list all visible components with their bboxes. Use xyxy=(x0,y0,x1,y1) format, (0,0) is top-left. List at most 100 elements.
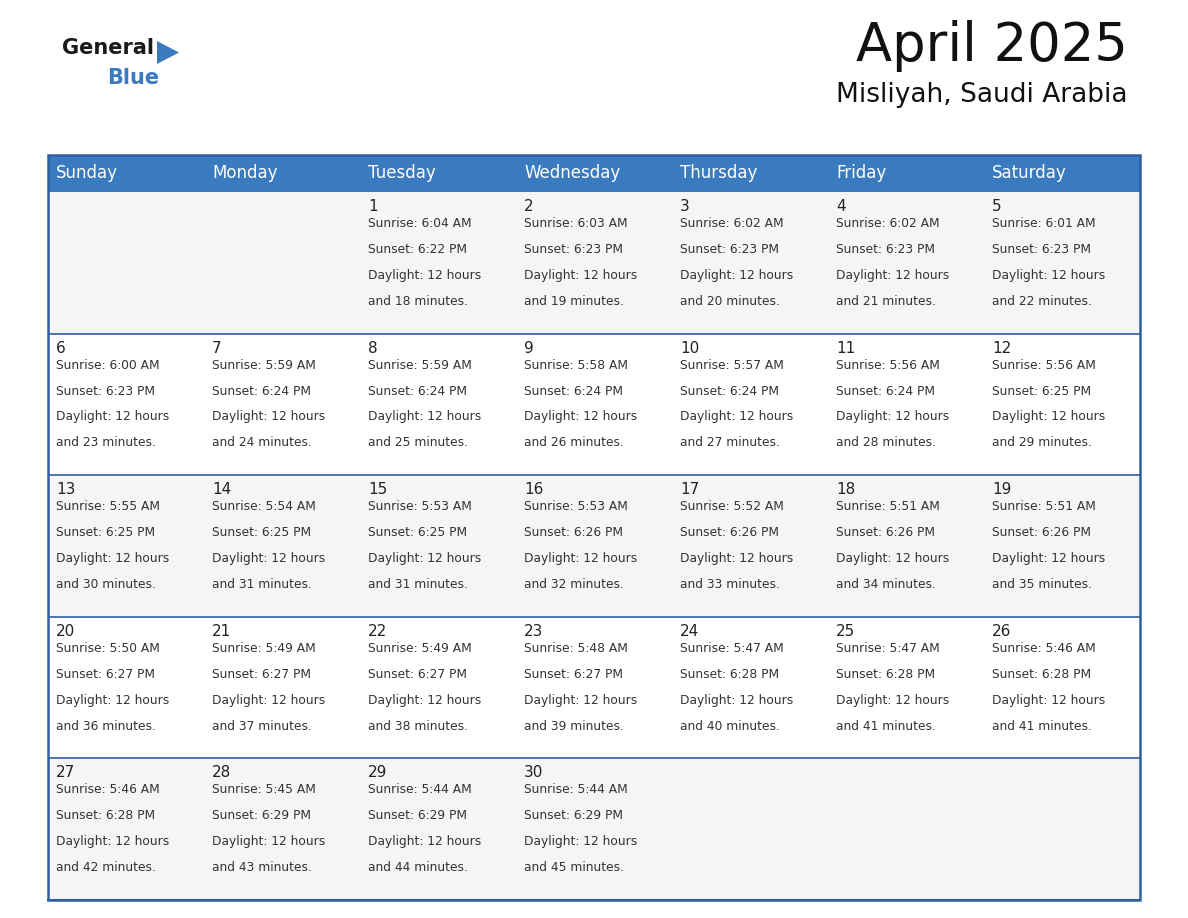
Text: and 19 minutes.: and 19 minutes. xyxy=(524,295,624,308)
Text: Sunset: 6:22 PM: Sunset: 6:22 PM xyxy=(368,243,467,256)
Text: Sunrise: 5:59 AM: Sunrise: 5:59 AM xyxy=(368,359,472,372)
Text: and 27 minutes.: and 27 minutes. xyxy=(680,436,779,449)
Text: Sunrise: 5:44 AM: Sunrise: 5:44 AM xyxy=(368,783,472,797)
Text: Sunset: 6:24 PM: Sunset: 6:24 PM xyxy=(524,385,623,397)
Bar xyxy=(360,617,516,758)
Text: Sunrise: 5:53 AM: Sunrise: 5:53 AM xyxy=(368,500,472,513)
Text: Sunrise: 5:47 AM: Sunrise: 5:47 AM xyxy=(680,642,784,655)
Text: Saturday: Saturday xyxy=(992,164,1067,183)
Bar xyxy=(204,333,360,476)
Text: Sunrise: 6:04 AM: Sunrise: 6:04 AM xyxy=(368,217,472,230)
Text: and 31 minutes.: and 31 minutes. xyxy=(368,578,468,591)
Text: Daylight: 12 hours: Daylight: 12 hours xyxy=(524,410,637,423)
Text: 30: 30 xyxy=(524,766,543,780)
Bar xyxy=(828,192,984,333)
Text: and 41 minutes.: and 41 minutes. xyxy=(992,720,1092,733)
Text: Sunrise: 5:50 AM: Sunrise: 5:50 AM xyxy=(56,642,160,655)
Text: Daylight: 12 hours: Daylight: 12 hours xyxy=(368,410,481,423)
Text: Daylight: 12 hours: Daylight: 12 hours xyxy=(836,694,949,707)
Text: Daylight: 12 hours: Daylight: 12 hours xyxy=(680,410,794,423)
Bar xyxy=(48,617,204,758)
Text: Sunrise: 5:51 AM: Sunrise: 5:51 AM xyxy=(992,500,1095,513)
Bar xyxy=(516,617,672,758)
Text: 16: 16 xyxy=(524,482,543,498)
Bar xyxy=(828,758,984,900)
Text: and 44 minutes.: and 44 minutes. xyxy=(368,861,468,874)
Text: Sunset: 6:28 PM: Sunset: 6:28 PM xyxy=(680,667,779,681)
Text: 20: 20 xyxy=(56,624,75,639)
Bar xyxy=(204,476,360,617)
Bar xyxy=(984,333,1140,476)
Text: Sunrise: 5:48 AM: Sunrise: 5:48 AM xyxy=(524,642,628,655)
Text: 10: 10 xyxy=(680,341,700,355)
Bar xyxy=(672,476,828,617)
Text: Sunset: 6:28 PM: Sunset: 6:28 PM xyxy=(992,667,1091,681)
Bar xyxy=(360,333,516,476)
Text: Daylight: 12 hours: Daylight: 12 hours xyxy=(211,410,326,423)
Bar xyxy=(48,192,204,333)
Text: Sunset: 6:27 PM: Sunset: 6:27 PM xyxy=(211,667,311,681)
Text: Sunrise: 5:49 AM: Sunrise: 5:49 AM xyxy=(211,642,316,655)
Text: Daylight: 12 hours: Daylight: 12 hours xyxy=(524,694,637,707)
Bar xyxy=(672,333,828,476)
Bar xyxy=(672,758,828,900)
Text: and 34 minutes.: and 34 minutes. xyxy=(836,578,936,591)
Text: Sunrise: 5:54 AM: Sunrise: 5:54 AM xyxy=(211,500,316,513)
Text: Sunrise: 5:59 AM: Sunrise: 5:59 AM xyxy=(211,359,316,372)
Bar xyxy=(204,192,360,333)
Bar xyxy=(204,758,360,900)
Text: and 32 minutes.: and 32 minutes. xyxy=(524,578,624,591)
Bar xyxy=(984,476,1140,617)
Text: 1: 1 xyxy=(368,199,378,214)
Text: Sunrise: 5:55 AM: Sunrise: 5:55 AM xyxy=(56,500,160,513)
Bar xyxy=(204,617,360,758)
Text: and 25 minutes.: and 25 minutes. xyxy=(368,436,468,449)
Text: 29: 29 xyxy=(368,766,387,780)
Text: Sunset: 6:25 PM: Sunset: 6:25 PM xyxy=(211,526,311,539)
Text: Daylight: 12 hours: Daylight: 12 hours xyxy=(211,552,326,565)
Text: Sunrise: 5:46 AM: Sunrise: 5:46 AM xyxy=(992,642,1095,655)
Text: and 18 minutes.: and 18 minutes. xyxy=(368,295,468,308)
Text: 4: 4 xyxy=(836,199,846,214)
Text: Sunset: 6:23 PM: Sunset: 6:23 PM xyxy=(836,243,935,256)
Bar xyxy=(672,192,828,333)
Text: Daylight: 12 hours: Daylight: 12 hours xyxy=(836,552,949,565)
Text: and 29 minutes.: and 29 minutes. xyxy=(992,436,1092,449)
Text: Daylight: 12 hours: Daylight: 12 hours xyxy=(836,269,949,282)
Text: Sunrise: 6:03 AM: Sunrise: 6:03 AM xyxy=(524,217,627,230)
Text: Sunset: 6:26 PM: Sunset: 6:26 PM xyxy=(680,526,779,539)
Text: and 26 minutes.: and 26 minutes. xyxy=(524,436,624,449)
Text: Friday: Friday xyxy=(836,164,886,183)
Bar xyxy=(984,192,1140,333)
Text: Sunset: 6:26 PM: Sunset: 6:26 PM xyxy=(992,526,1091,539)
Text: 18: 18 xyxy=(836,482,855,498)
Text: Sunset: 6:25 PM: Sunset: 6:25 PM xyxy=(56,526,156,539)
Text: 25: 25 xyxy=(836,624,855,639)
Text: and 35 minutes.: and 35 minutes. xyxy=(992,578,1092,591)
Text: Sunrise: 5:47 AM: Sunrise: 5:47 AM xyxy=(836,642,940,655)
Text: Sunset: 6:27 PM: Sunset: 6:27 PM xyxy=(368,667,467,681)
Text: Daylight: 12 hours: Daylight: 12 hours xyxy=(524,835,637,848)
Text: Sunset: 6:23 PM: Sunset: 6:23 PM xyxy=(56,385,154,397)
Text: General: General xyxy=(62,38,154,58)
Text: 7: 7 xyxy=(211,341,222,355)
Text: Daylight: 12 hours: Daylight: 12 hours xyxy=(56,694,169,707)
Text: 2: 2 xyxy=(524,199,533,214)
Bar xyxy=(48,155,1140,900)
Text: Sunrise: 5:56 AM: Sunrise: 5:56 AM xyxy=(992,359,1095,372)
Text: Daylight: 12 hours: Daylight: 12 hours xyxy=(524,552,637,565)
Text: April 2025: April 2025 xyxy=(857,20,1127,72)
Text: Daylight: 12 hours: Daylight: 12 hours xyxy=(368,552,481,565)
Text: and 45 minutes.: and 45 minutes. xyxy=(524,861,624,874)
Text: Sunset: 6:29 PM: Sunset: 6:29 PM xyxy=(524,810,623,823)
Text: 12: 12 xyxy=(992,341,1011,355)
Text: 27: 27 xyxy=(56,766,75,780)
Text: 26: 26 xyxy=(992,624,1011,639)
Bar xyxy=(984,758,1140,900)
Bar xyxy=(828,617,984,758)
Text: 13: 13 xyxy=(56,482,75,498)
Text: and 21 minutes.: and 21 minutes. xyxy=(836,295,936,308)
Bar xyxy=(516,192,672,333)
Bar xyxy=(360,758,516,900)
Text: Daylight: 12 hours: Daylight: 12 hours xyxy=(211,835,326,848)
